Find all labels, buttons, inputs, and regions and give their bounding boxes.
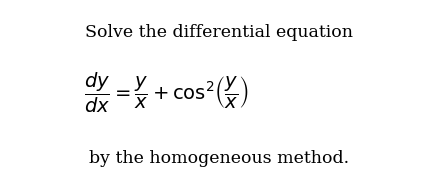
Text: $\dfrac{dy}{dx} = \dfrac{y}{x} + \cos^2\!\left(\dfrac{y}{x}\right)$: $\dfrac{dy}{dx} = \dfrac{y}{x} + \cos^2\…	[84, 71, 249, 115]
Text: by the homogeneous method.: by the homogeneous method.	[89, 150, 349, 167]
Text: Solve the differential equation: Solve the differential equation	[85, 24, 353, 41]
